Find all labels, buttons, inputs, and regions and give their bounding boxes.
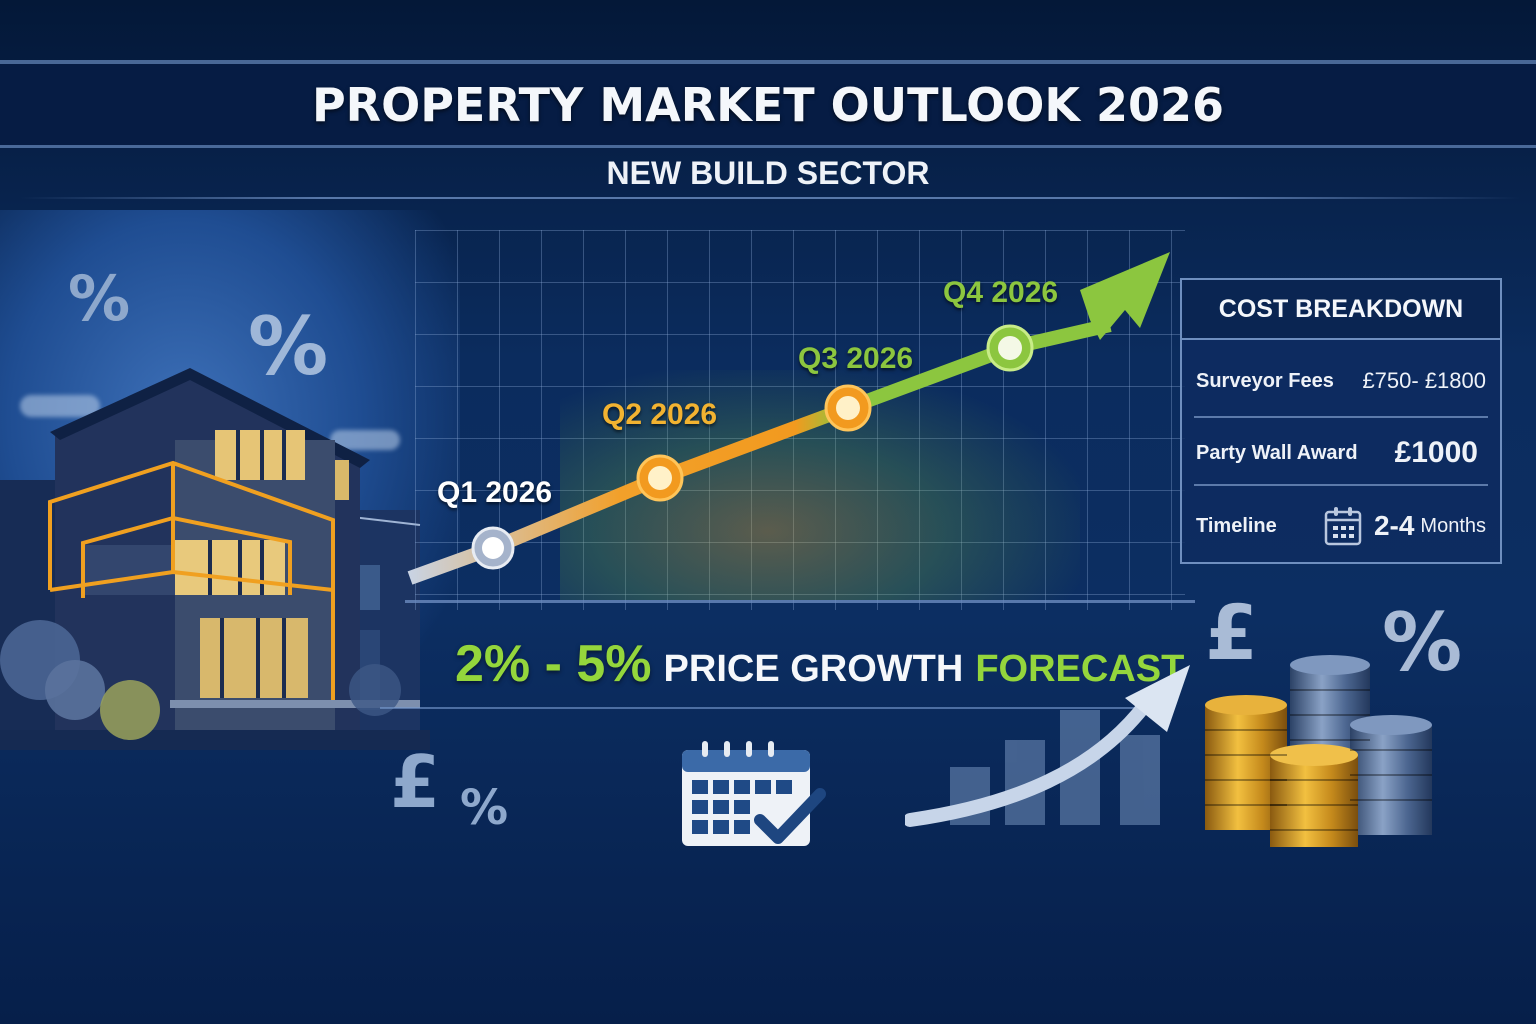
cost-row-label: Timeline (1196, 514, 1277, 537)
row-divider (1194, 484, 1488, 486)
timeline-value-group: 2-4 Months (1324, 506, 1486, 546)
data-point-q1 (471, 526, 515, 570)
cost-breakdown-panel: COST BREAKDOWN Surveyor Fees £750- £1800… (1180, 278, 1502, 564)
page-title: PROPERTY MARKET OUTLOOK 2026 (311, 78, 1225, 132)
timeline-range: 2-4 (1373, 510, 1415, 541)
row-divider (1194, 416, 1488, 418)
chart-baseline (405, 600, 1195, 603)
pound-icon: £ (390, 740, 441, 824)
pound-icon: £ (1205, 588, 1258, 677)
forecast-text: PRICE GROWTH (663, 648, 964, 690)
cost-row-timeline: Timeline 2-4 Months (1196, 506, 1486, 546)
percent-icon: % (460, 780, 509, 836)
data-point-q3 (824, 384, 872, 432)
forecast-headline: 2% - 5% PRICE GROWTH FORECAST (455, 634, 1184, 694)
page-subtitle: NEW BUILD SECTOR (606, 155, 930, 191)
percent-icon: % (1382, 596, 1463, 689)
cloud (20, 395, 100, 417)
coin-stacks-illustration (1205, 655, 1432, 847)
trend-line-chart (407, 252, 1170, 585)
percent-icon: % (68, 262, 131, 335)
cloud (330, 430, 400, 450)
title-rule (0, 145, 1536, 148)
growth-bars-arrow-icon (905, 665, 1190, 827)
calendar-check-icon (682, 741, 826, 846)
header-top-rule (0, 60, 1536, 64)
point-label-q1: Q1 2026 (437, 476, 553, 509)
forecast-rule (380, 707, 1140, 709)
data-point-q4 (986, 324, 1034, 372)
timeline-unit: Months (1420, 514, 1486, 537)
data-point-q2 (636, 454, 684, 502)
point-label-q4: Q4 2026 (943, 276, 1059, 309)
subtitle-rule (20, 197, 1520, 199)
cost-row-label: Party Wall Award (1196, 441, 1358, 464)
title-band (0, 64, 1536, 146)
forecast-range: 2% - 5% (455, 635, 652, 693)
cost-row-surveyor-fees: Surveyor Fees £750- £1800 (1196, 368, 1486, 394)
house-illustration (0, 368, 430, 750)
point-label-q3: Q3 2026 (798, 342, 914, 375)
calendar-icon (1324, 507, 1362, 546)
trend-arrowhead-icon (1080, 252, 1170, 340)
cost-row-party-wall: Party Wall Award £1000 (1196, 436, 1486, 470)
forecast-text-accent: FORECAST (975, 648, 1185, 690)
cost-row-label: Surveyor Fees (1196, 369, 1334, 392)
cost-row-value: £750- £1800 (1362, 368, 1486, 393)
cost-breakdown-title: COST BREAKDOWN (1182, 280, 1500, 340)
percent-icon: % (248, 300, 329, 393)
cost-row-value: £1000 (1394, 436, 1478, 469)
point-label-q2: Q2 2026 (602, 398, 718, 431)
